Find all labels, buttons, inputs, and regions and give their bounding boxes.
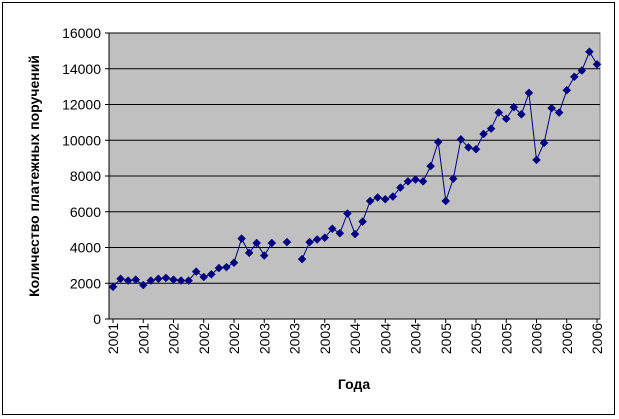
data-point bbox=[184, 276, 193, 285]
x-tick-label: 2006 bbox=[559, 323, 575, 354]
y-tick-label: 0 bbox=[93, 311, 101, 327]
data-point bbox=[554, 108, 564, 117]
y-tick-label: 8000 bbox=[70, 168, 101, 184]
x-tick-label: 2006 bbox=[529, 323, 545, 354]
data-point bbox=[494, 108, 504, 117]
data-point bbox=[199, 272, 209, 282]
data-point bbox=[585, 47, 594, 57]
data-point bbox=[577, 66, 587, 75]
x-tick-label: 2005 bbox=[468, 323, 484, 354]
data-point bbox=[305, 237, 314, 247]
x-tick-label: 2004 bbox=[347, 323, 363, 354]
y-tick-label: 12000 bbox=[62, 97, 101, 113]
data-point bbox=[282, 237, 292, 247]
data-point bbox=[252, 238, 262, 248]
data-point bbox=[464, 143, 473, 152]
x-tick-label: 2002 bbox=[166, 323, 182, 354]
y-tick-label: 4000 bbox=[70, 240, 101, 256]
data-point bbox=[411, 175, 420, 184]
data-point bbox=[592, 59, 602, 69]
x-tick-label: 2003 bbox=[256, 323, 272, 354]
data-point bbox=[388, 192, 398, 201]
data-point bbox=[569, 72, 579, 82]
data-point bbox=[191, 267, 201, 276]
series-points bbox=[108, 47, 602, 292]
data-point bbox=[456, 135, 466, 144]
line-chart: 0 2000 4000 6000 8000 10000 12000 14000 16000 20… bbox=[26, 25, 605, 392]
data-point bbox=[365, 196, 375, 206]
data-point bbox=[509, 102, 519, 112]
data-point bbox=[532, 155, 541, 165]
data-point bbox=[486, 124, 496, 133]
data-point bbox=[169, 275, 178, 285]
series-line-segment bbox=[112, 237, 273, 288]
data-point bbox=[501, 114, 511, 124]
data-point bbox=[343, 209, 352, 218]
chart-frame: 0 2000 4000 6000 8000 10000 12000 14000 16000 20… bbox=[2, 2, 615, 415]
data-point bbox=[131, 275, 141, 285]
data-point bbox=[471, 144, 481, 154]
data-point bbox=[562, 85, 572, 95]
y-tick-label: 6000 bbox=[70, 204, 101, 220]
gridlines bbox=[109, 32, 600, 284]
data-point bbox=[138, 280, 148, 290]
data-point bbox=[108, 282, 118, 292]
data-point bbox=[547, 103, 556, 113]
x-tick-label: 2005 bbox=[438, 323, 454, 354]
x-tick-label: 2005 bbox=[498, 323, 514, 354]
data-point bbox=[116, 274, 125, 284]
data-point bbox=[214, 263, 224, 273]
data-point bbox=[229, 258, 239, 268]
data-point bbox=[176, 276, 186, 285]
y-axis-title: Количество платежных поручений bbox=[26, 55, 42, 297]
series-line-segment bbox=[301, 50, 598, 260]
data-point bbox=[237, 234, 246, 243]
data-point bbox=[335, 228, 345, 238]
data-point bbox=[448, 174, 458, 184]
y-tick-label: 14000 bbox=[62, 61, 101, 77]
data-point bbox=[297, 254, 307, 264]
data-point bbox=[539, 138, 549, 148]
data-point bbox=[524, 88, 534, 98]
data-point bbox=[479, 129, 488, 139]
data-point bbox=[403, 177, 413, 186]
data-point bbox=[441, 196, 451, 206]
x-tick-label: 2003 bbox=[287, 323, 303, 354]
data-point bbox=[222, 262, 231, 272]
x-tick-label: 2002 bbox=[196, 323, 212, 354]
data-point bbox=[154, 274, 163, 284]
x-tick-label: 2003 bbox=[317, 323, 333, 354]
data-point bbox=[350, 229, 360, 239]
data-point bbox=[244, 248, 254, 258]
x-tick-label: 2001 bbox=[135, 323, 151, 354]
data-point bbox=[373, 193, 383, 202]
y-tick-label: 2000 bbox=[70, 275, 101, 291]
x-axis-ticks: 2001 2001 2002 2002 2002 2003 2003 2003 2004 2004… bbox=[105, 319, 605, 354]
y-tick-label: 16000 bbox=[62, 25, 101, 41]
data-point bbox=[161, 273, 171, 283]
data-point bbox=[146, 276, 156, 285]
data-point bbox=[517, 109, 526, 119]
data-point bbox=[320, 233, 330, 243]
series-line bbox=[112, 50, 598, 288]
data-point bbox=[206, 269, 216, 279]
data-point bbox=[418, 177, 428, 186]
x-tick-label: 2001 bbox=[105, 323, 121, 354]
data-point bbox=[267, 238, 277, 248]
data-point bbox=[396, 183, 405, 192]
x-tick-label: 2002 bbox=[226, 323, 242, 354]
x-tick-label: 2006 bbox=[589, 323, 605, 354]
data-point bbox=[327, 224, 337, 234]
x-axis-title: Года bbox=[338, 376, 370, 392]
data-point bbox=[380, 194, 390, 204]
data-point bbox=[123, 276, 133, 285]
data-point bbox=[312, 235, 322, 244]
data-point bbox=[358, 217, 367, 226]
data-point bbox=[259, 251, 269, 260]
data-point bbox=[433, 137, 443, 147]
x-tick-label: 2004 bbox=[377, 323, 393, 354]
data-point bbox=[426, 161, 435, 171]
x-tick-label: 2004 bbox=[408, 323, 424, 354]
y-tick-label: 10000 bbox=[62, 132, 101, 148]
